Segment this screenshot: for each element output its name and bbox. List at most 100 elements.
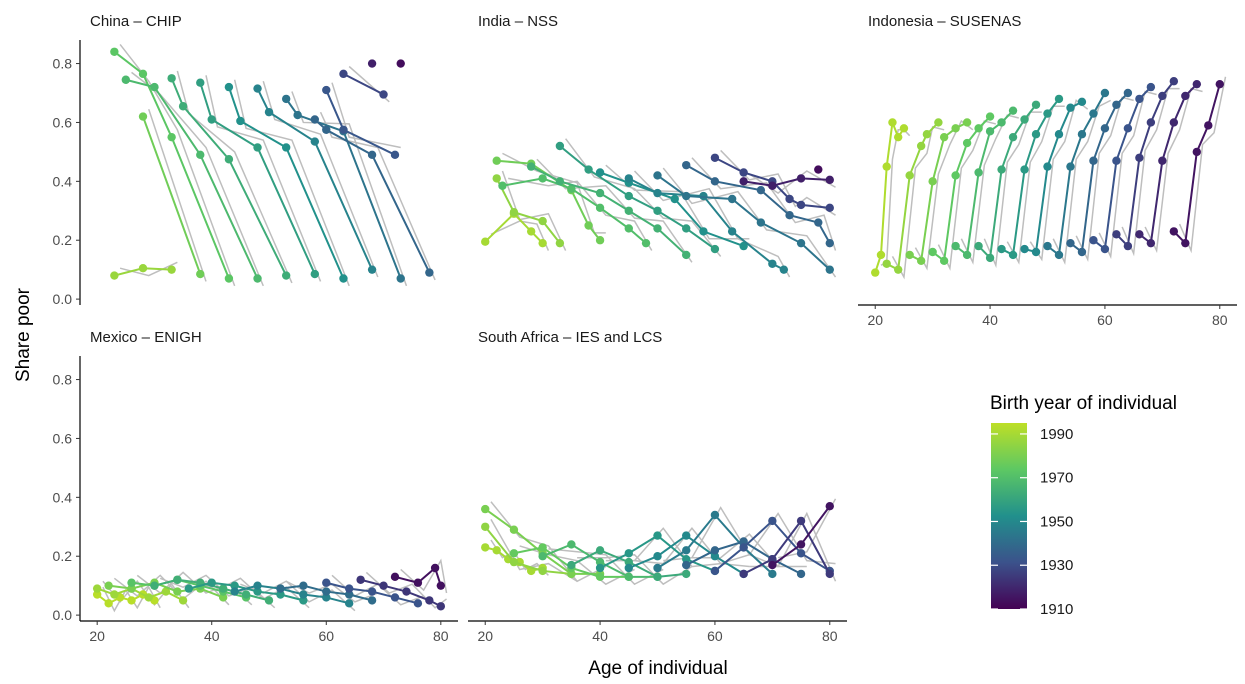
color-legend: Birth year of individual 1990 1970 1950 193… [990,393,1177,618]
data-point [425,268,434,277]
series-line [285,98,402,279]
data-point [178,596,188,605]
data-point [1158,91,1167,101]
background-line [777,498,837,559]
data-point [276,584,285,593]
data-point [928,177,937,186]
data-point [344,590,354,599]
data-point [1169,118,1179,127]
series-1918 [367,59,377,68]
data-point [1020,115,1029,124]
data-point [253,274,262,283]
data-point [710,244,720,254]
legend-ticks: 1990 1970 1950 1930 1910 [991,426,1073,618]
series-line [227,86,345,279]
data-point [739,543,748,552]
data-point [196,269,205,279]
data-point [1066,162,1075,171]
data-point [595,557,605,567]
background-line [633,170,791,278]
background-line [400,558,448,594]
data-point [928,247,937,257]
data-point [138,112,148,121]
series-1948 [253,84,377,274]
x-tick-label: 80 [1212,312,1228,328]
series-1943 [281,94,405,283]
data-point [253,581,262,590]
data-point [951,241,960,251]
series-1944 [1043,88,1110,260]
data-point [653,552,662,561]
x-tick-label: 20 [89,628,105,644]
data-point [310,269,320,279]
data-point [1100,244,1110,254]
y-tick-label: 0.4 [53,173,73,189]
data-point [739,537,748,546]
data-point [492,546,501,555]
series-1925 [739,516,834,579]
data-point [538,566,547,576]
data-point [481,237,490,246]
data-point [1112,230,1121,239]
data-point [624,557,633,567]
data-point [825,569,834,579]
series-1940 [276,581,377,605]
series-1973 [110,47,234,283]
data-point [768,181,777,190]
data-point [951,171,960,180]
series-1962 [567,546,691,582]
data-point [1135,153,1144,162]
data-point [281,94,291,104]
data-point [653,206,662,215]
data-point [207,578,216,587]
series-1913 [396,59,405,68]
data-point [710,153,720,162]
data-point [997,244,1006,254]
legend-colorbar [991,423,1027,609]
data-point [253,84,262,93]
series-1956 [184,578,308,605]
data-point [1123,124,1133,133]
panel-title: China – CHIP [90,13,182,30]
series-line [199,82,316,275]
panel-title: South Africa – IES and LCS [478,329,662,346]
series-line [484,212,544,244]
data-point [939,132,949,142]
data-point [624,191,633,201]
background-line [1006,105,1065,265]
data-point [739,569,748,579]
data-point [905,250,914,260]
data-point [1146,82,1156,92]
data-point [413,578,423,587]
data-point [1077,130,1087,139]
data-point [768,560,777,570]
series-line [559,145,716,250]
data-point [641,238,651,248]
data-point [1077,97,1087,107]
data-point [167,132,176,142]
data-point [310,137,320,146]
data-point [710,177,720,186]
legend-tick-label: 1950 [1040,513,1073,530]
data-point [974,241,983,251]
data-point [624,572,633,582]
data-point [1054,94,1064,104]
data-point [509,557,519,567]
data-point [905,171,914,180]
x-tick-label: 80 [433,628,449,644]
data-point [710,566,720,576]
data-point [224,274,234,283]
data-point [653,531,662,540]
data-point [1169,227,1179,236]
data-point [974,168,983,177]
background-line [502,152,606,234]
series-1932 [322,578,423,608]
series-1974 [928,112,995,266]
data-point [882,259,891,268]
series-1986 [882,118,943,274]
data-point [104,581,113,590]
data-point [390,572,400,582]
data-point [526,227,536,236]
data-point [624,206,633,215]
series-1932 [1089,82,1156,254]
